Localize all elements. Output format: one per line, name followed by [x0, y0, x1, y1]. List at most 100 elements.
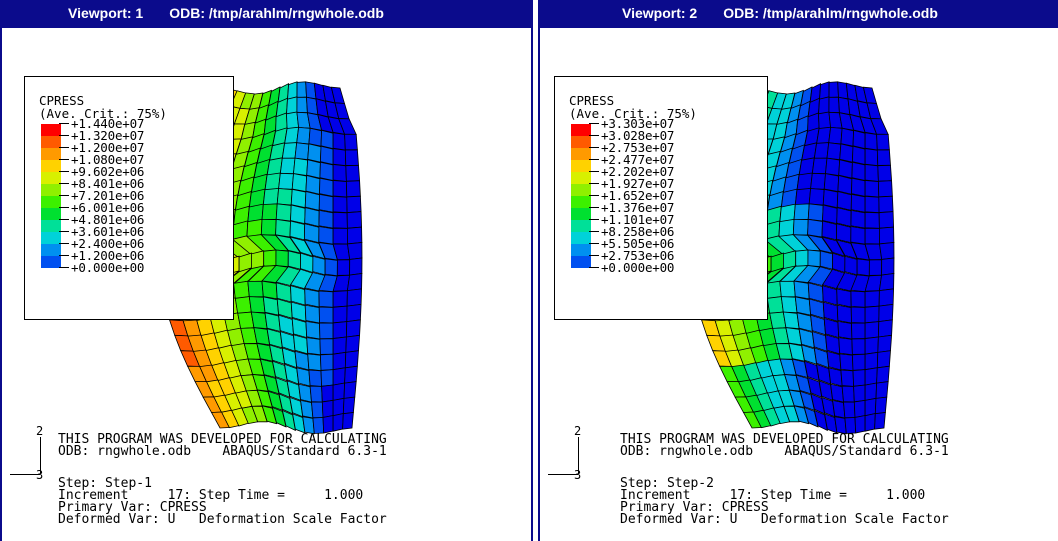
mesh-element — [793, 405, 810, 425]
viewport-label: Viewport: 2 — [622, 5, 698, 21]
mesh-element — [306, 337, 321, 356]
legend-value: +0.000e+00 — [71, 260, 145, 275]
mesh-element — [796, 172, 813, 191]
mesh-element — [864, 382, 878, 401]
info-line-disclaimer: THIS PROGRAM WAS DEVELOPED FOR CALCULATI… — [58, 432, 387, 447]
legend-tick — [589, 207, 599, 208]
mesh-element — [856, 258, 870, 277]
mesh-element — [296, 96, 308, 114]
mesh-element — [275, 218, 291, 238]
mesh-element — [346, 226, 363, 245]
mesh-element — [854, 415, 866, 434]
legend-tick — [589, 123, 599, 124]
legend-swatch — [571, 232, 591, 244]
mesh-element — [332, 412, 344, 432]
info-line-deformed-var: Deformed Var: U Deformation Scale Factor — [620, 512, 949, 527]
mesh-element — [234, 296, 252, 315]
mesh-element — [837, 320, 853, 340]
mesh-element — [850, 306, 866, 324]
mesh-element — [262, 187, 280, 206]
legend-swatch — [41, 232, 61, 244]
mesh-element — [864, 321, 880, 339]
legend-value: +2.477e+07 — [601, 152, 675, 167]
mesh-element — [321, 384, 334, 403]
legend-swatch — [41, 196, 61, 208]
mesh-element — [878, 303, 894, 323]
mesh-element — [807, 203, 824, 222]
mesh-element — [332, 397, 345, 417]
mesh-element — [793, 280, 810, 300]
mesh-element — [344, 365, 358, 384]
mesh-element — [292, 413, 306, 434]
model-canvas[interactable]: CPRESS (Ave. Crit.: 75%) +1.440e+07 +1.32… — [2, 28, 531, 541]
viewport-1[interactable]: Viewport: 1 ODB: /tmp/arahlm/rngwhole.odb… — [0, 0, 533, 541]
mesh-element — [262, 296, 280, 316]
mesh-element — [332, 132, 346, 151]
mesh-element — [281, 409, 296, 432]
mesh-element — [260, 219, 277, 236]
mesh-element — [808, 188, 825, 206]
mesh-element — [874, 412, 886, 430]
legend-value: +9.602e+06 — [71, 164, 145, 179]
mesh-element — [332, 227, 348, 245]
mesh-element — [319, 353, 334, 371]
mesh-element — [850, 193, 866, 213]
viewport-2[interactable]: Viewport: 2 ODB: /tmp/arahlm/rngwhole.odb… — [538, 0, 1058, 541]
mesh-element — [287, 250, 302, 270]
mesh-element — [839, 353, 854, 372]
mesh-element — [826, 350, 842, 371]
legend-tick — [589, 171, 599, 172]
legend-swatch — [571, 256, 591, 268]
mesh-element — [324, 258, 338, 277]
legend-swatch — [571, 172, 591, 184]
mesh-element — [345, 319, 361, 338]
mesh-element — [306, 159, 321, 179]
mesh-element — [290, 188, 307, 209]
mesh-element — [864, 397, 877, 417]
mesh-element — [819, 250, 834, 270]
legend-tick — [59, 171, 69, 172]
mesh-element — [864, 195, 880, 214]
legend-value: +8.401e+06 — [71, 176, 145, 191]
mesh-element — [851, 161, 866, 181]
legend-tick — [589, 135, 599, 136]
legend-tick — [589, 255, 599, 256]
model-canvas[interactable]: CPRESS (Ave. Crit.: 75%) +3.303e+07 +3.02… — [540, 28, 1058, 541]
mesh-element — [318, 226, 334, 245]
legend-swatch — [41, 148, 61, 160]
legend-tick — [589, 159, 599, 160]
legend-value: +1.440e+07 — [71, 116, 145, 131]
contour-mesh-plot — [692, 81, 895, 435]
mesh-element — [293, 157, 309, 176]
mesh-element — [319, 145, 334, 165]
mesh-element — [844, 255, 858, 276]
legend-tick — [59, 255, 69, 256]
mesh-element — [343, 381, 357, 400]
axis-label-2: 2 — [574, 424, 582, 438]
odb-path: ODB: /tmp/arahlm/rngwhole.odb — [169, 5, 384, 21]
mesh-element — [878, 211, 895, 229]
mesh-element — [289, 220, 306, 241]
mesh-element — [311, 401, 324, 419]
mesh-element — [303, 223, 320, 244]
mesh-element — [864, 351, 879, 371]
mesh-element — [864, 148, 879, 167]
mesh-element — [308, 127, 323, 147]
mesh-element — [851, 353, 866, 371]
legend-value: +3.303e+07 — [601, 116, 675, 131]
mesh-element — [836, 190, 852, 211]
legend-title: CPRESS — [39, 93, 85, 108]
mesh-element — [813, 142, 830, 160]
mesh-element — [279, 157, 296, 175]
mesh-element — [344, 133, 358, 151]
legend-value: +1.376e+07 — [601, 200, 675, 215]
mesh-element — [336, 259, 351, 276]
legend-value: +1.200e+06 — [71, 248, 145, 263]
legend-tick — [59, 207, 69, 208]
mesh-element — [878, 195, 894, 213]
mesh-element — [304, 288, 320, 308]
mesh-element — [263, 249, 277, 268]
mesh-element — [836, 304, 852, 324]
mesh-element — [304, 190, 320, 211]
mesh-element — [344, 149, 359, 166]
